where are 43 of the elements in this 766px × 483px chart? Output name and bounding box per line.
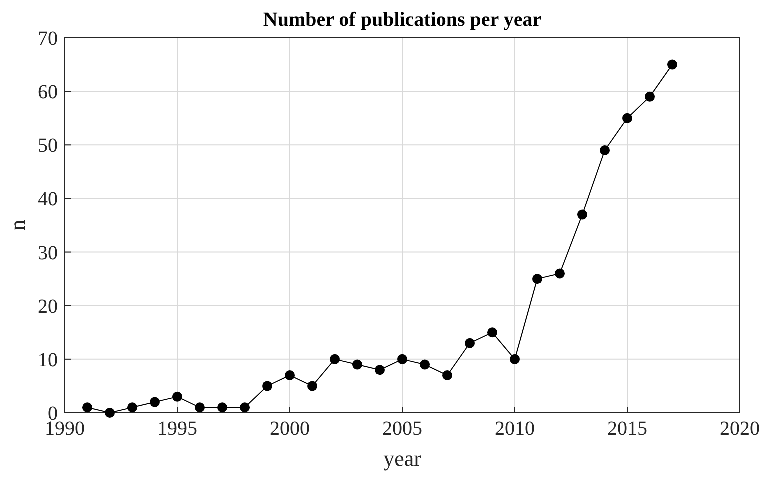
x-tick-label: 2010 xyxy=(495,418,535,440)
point xyxy=(262,381,272,392)
point xyxy=(420,360,430,370)
point xyxy=(330,354,340,364)
point xyxy=(442,370,452,380)
point xyxy=(352,360,362,370)
point xyxy=(375,365,385,376)
x-tick-label: 2015 xyxy=(608,418,648,440)
point xyxy=(398,354,408,364)
point xyxy=(240,402,250,413)
y-tick-label: 60 xyxy=(38,82,58,104)
point xyxy=(82,402,92,413)
point xyxy=(668,60,678,70)
point xyxy=(172,392,182,402)
point xyxy=(532,274,542,284)
point xyxy=(600,146,610,156)
point xyxy=(578,210,588,220)
y-tick-label: 40 xyxy=(38,188,58,211)
point xyxy=(622,113,632,124)
y-tick-label: 10 xyxy=(38,349,58,372)
x-axis-title: year xyxy=(384,446,422,471)
y-tick-label: 70 xyxy=(38,28,58,50)
point xyxy=(645,92,655,102)
y-tick-label: 30 xyxy=(38,242,58,264)
point xyxy=(555,268,565,279)
x-tick-label: 2005 xyxy=(382,418,422,440)
point xyxy=(150,397,160,408)
point xyxy=(465,338,475,348)
point xyxy=(218,402,228,413)
x-tick-label: 2000 xyxy=(270,418,310,440)
y-axis-title: n xyxy=(5,220,30,231)
point xyxy=(308,381,318,392)
point xyxy=(510,354,520,364)
point xyxy=(105,408,115,418)
point xyxy=(128,402,138,413)
y-tick-label: 20 xyxy=(38,296,58,318)
point xyxy=(285,370,295,380)
x-tick-label: 2020 xyxy=(720,418,760,440)
point xyxy=(195,402,205,413)
point xyxy=(488,328,498,338)
chart-title: Number of publications per year xyxy=(263,9,542,31)
y-tick-label: 50 xyxy=(38,135,58,158)
x-tick-label: 1995 xyxy=(158,418,198,440)
